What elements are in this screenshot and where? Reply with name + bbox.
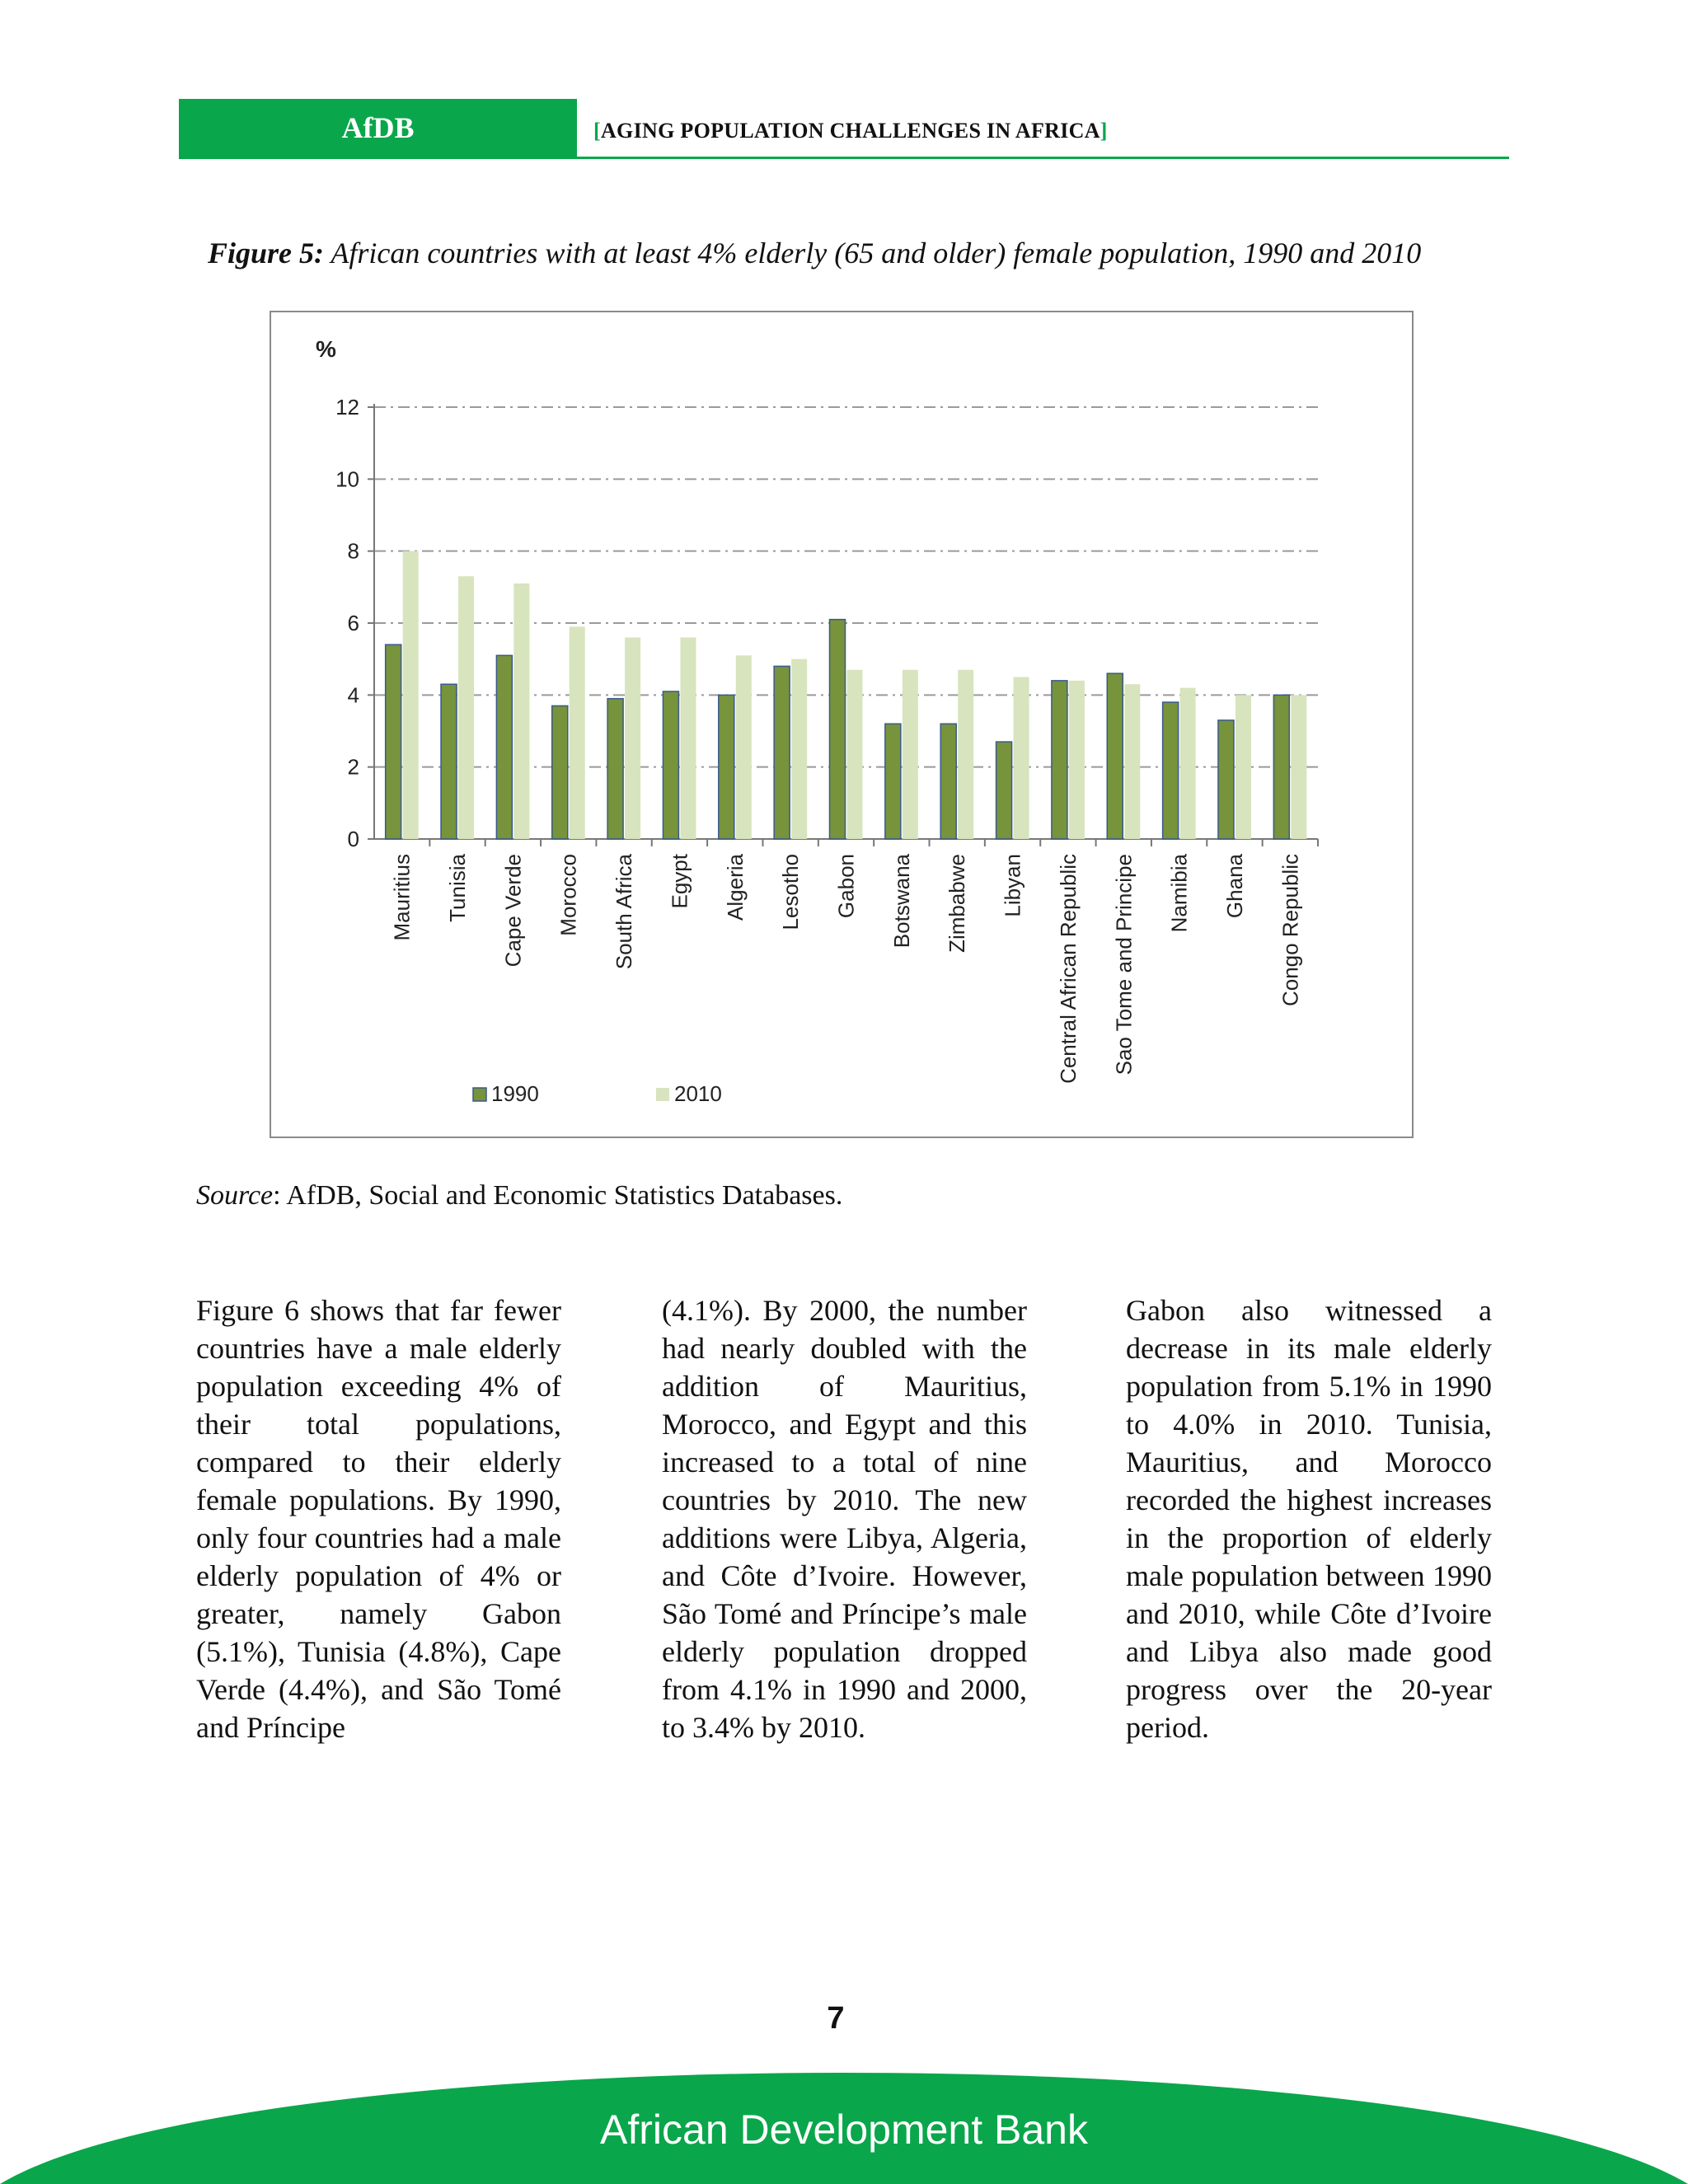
x-tick-label: Lesotho <box>778 854 803 930</box>
x-tick-label: Egypt <box>667 853 692 908</box>
x-tick-label: Congo Republic <box>1278 854 1302 1006</box>
bar-1990-botswana <box>884 723 902 840</box>
figure-caption: Figure 5: African countries with at leas… <box>208 236 1421 270</box>
body-column-2: (4.1%). By 2000, the number had nearly d… <box>662 1294 1027 1744</box>
bar-1990-libyan <box>995 741 1013 840</box>
y-tick-label: 12 <box>335 395 359 419</box>
bar-2010-zimbabwe <box>958 669 974 839</box>
bar-1990-zimbabwe <box>940 723 957 840</box>
bar-2010-namibia <box>1179 687 1196 839</box>
bar-1990-south-africa <box>607 697 624 840</box>
x-tick-label: Algeria <box>723 853 748 920</box>
x-tick-label: Cape Verde <box>500 854 525 967</box>
bar-2010-ghana <box>1235 695 1251 839</box>
bar-1990-tunisia <box>440 683 457 840</box>
x-tick-label: Sao Tome and Principe <box>1111 854 1136 1075</box>
bar-2010-egypt <box>680 637 696 839</box>
y-tick-label: 6 <box>348 611 359 635</box>
bar-1990-central-african-republic <box>1051 680 1068 840</box>
source-label: Source <box>196 1180 274 1211</box>
bar-1990-namibia <box>1161 701 1179 840</box>
x-tick-label: Namibia <box>1167 853 1192 932</box>
header-band <box>179 99 577 157</box>
x-tick-label: Mauritius <box>390 854 415 940</box>
header-title: [AGING POPULATION CHALLENGES IN AFRICA] <box>593 119 1108 143</box>
y-tick-label: 4 <box>348 682 359 707</box>
header-bracket-close: ] <box>1100 119 1108 143</box>
bar-1990-lesotho <box>773 665 790 840</box>
x-tick-label: Central African Republic <box>1056 854 1081 1084</box>
source-note: Source: AfDB, Social and Economic Statis… <box>196 1180 842 1212</box>
bar-2010-gabon <box>846 669 863 839</box>
bar-2010-sao-tome-and-principe <box>1124 684 1141 839</box>
bar-2010-lesotho <box>791 658 808 839</box>
x-tick-label: Botswana <box>889 853 914 948</box>
x-tick-label: Morocco <box>556 854 581 936</box>
bar-2010-tunisia <box>458 576 475 839</box>
bar-2010-morocco <box>569 626 585 839</box>
figure-caption-text: African countries with at least 4% elder… <box>331 237 1422 269</box>
bar-1990-egypt <box>662 691 680 840</box>
x-tick-label: Tunisia <box>445 853 470 921</box>
bar-1990-mauritius <box>384 644 402 840</box>
legend-swatch-2010 <box>656 1088 669 1101</box>
y-tick-label: 8 <box>348 539 359 564</box>
body-column-1: Figure 6 shows that far fewer countries … <box>196 1294 561 1744</box>
y-axis-label: % <box>316 336 336 362</box>
header-title-text: AGING POPULATION CHALLENGES IN AFRICA <box>600 119 1100 143</box>
legend-swatch-1990 <box>472 1087 487 1102</box>
bar-chart: % 0 2 4 6 8 10 12 Mauritius Tunisia Cape Verde Moro… <box>316 336 1319 1106</box>
chart-frame <box>270 311 1414 1138</box>
bar-1990-gabon <box>828 618 846 840</box>
figure-label: Figure 5: <box>208 237 325 269</box>
bar-2010-botswana <box>902 669 918 839</box>
bar-2010-south-africa <box>625 637 641 839</box>
bar-2010-algeria <box>735 655 752 839</box>
bar-1990-congo-republic <box>1273 694 1291 840</box>
bar-2010-central-african-republic <box>1068 680 1085 839</box>
header-org: AfDB <box>341 111 415 144</box>
x-tick-label: Zimbabwe <box>945 854 969 953</box>
bar-1990-sao-tome-and-principe <box>1106 673 1124 840</box>
legend-label-2010: 2010 <box>674 1081 722 1106</box>
header-rule <box>179 157 1509 159</box>
bar-2010-cape-verde <box>513 583 530 839</box>
footer-org-name: African Development Bank <box>600 2107 1088 2153</box>
body-column-3: Gabon also witnessed a decrease in its m… <box>1126 1294 1492 1744</box>
page-number: 7 <box>827 2001 845 2036</box>
bar-1990-morocco <box>551 705 569 840</box>
x-tick-label: Libyan <box>1001 854 1025 917</box>
x-tick-label: South Africa <box>612 853 636 969</box>
bar-1990-ghana <box>1217 719 1235 840</box>
y-tick-label: 2 <box>348 755 359 780</box>
source-text: : AfDB, Social and Economic Statistics D… <box>273 1180 843 1211</box>
bar-1990-cape-verde <box>495 654 513 840</box>
y-tick-label: 10 <box>335 466 359 491</box>
bar-2010-libyan <box>1013 677 1029 839</box>
y-tick-label: 0 <box>348 827 359 851</box>
bar-2010-mauritius <box>402 551 419 839</box>
x-tick-label: Gabon <box>834 854 859 918</box>
bar-2010-congo-republic <box>1291 695 1307 839</box>
bar-1990-algeria <box>718 694 735 840</box>
header-bracket-open: [ <box>593 119 601 143</box>
x-tick-label: Ghana <box>1222 853 1247 918</box>
legend-label-1990: 1990 <box>491 1081 539 1106</box>
